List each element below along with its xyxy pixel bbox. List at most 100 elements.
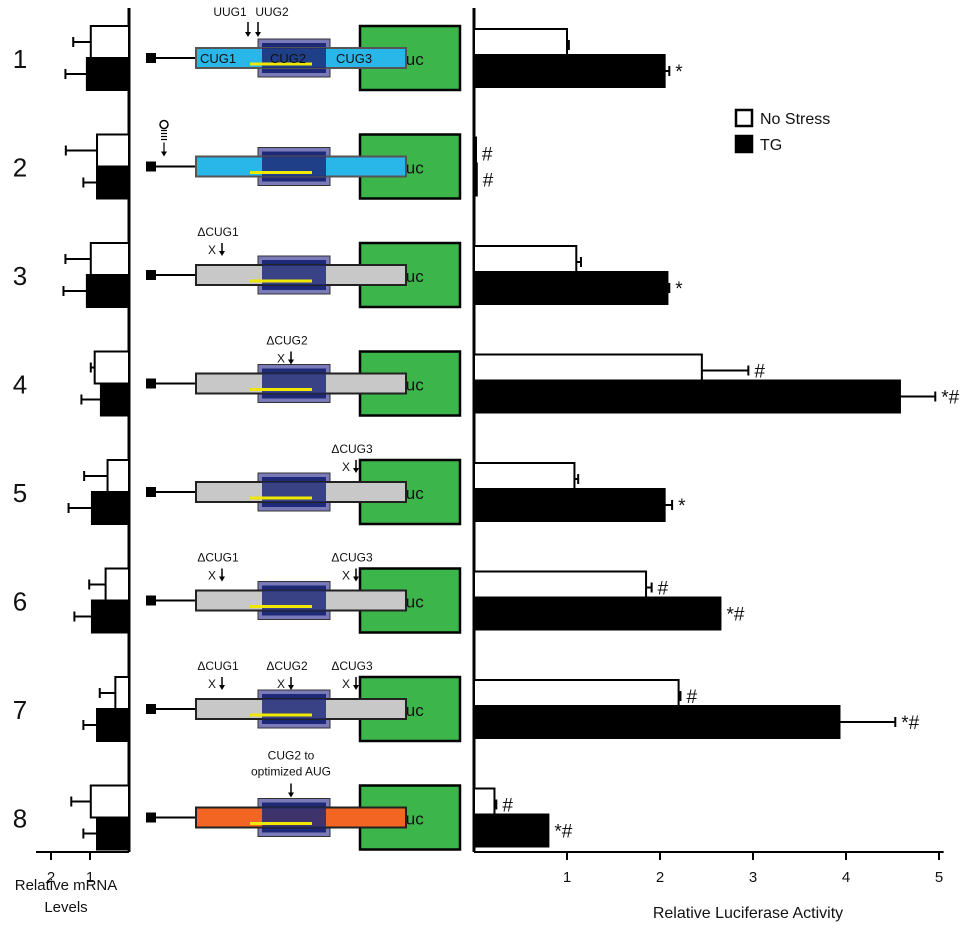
deletion-label: ΔCUG1 (197, 659, 239, 673)
significance-mark: *# (901, 713, 919, 734)
cug-site-label: CUG2 (270, 51, 306, 66)
deletion-x-marker: X (342, 677, 350, 691)
hairpin-icon (159, 119, 169, 130)
legend-label: TG (760, 137, 782, 154)
construct-cap (146, 378, 156, 389)
deletion-arrow-head (219, 251, 225, 256)
significance-mark: # (483, 171, 494, 192)
mrna-x-axis-title: Levels (44, 899, 87, 916)
deletion-arrow-head (353, 576, 359, 582)
mrna-bar-nostress (89, 784, 130, 819)
uug-arrow-head (255, 32, 261, 37)
deletion-arrow-head (353, 685, 359, 690)
significance-mark: *# (941, 388, 959, 409)
deletion-label: ΔCUG1 (197, 225, 239, 239)
luc-x-tick-label: 2 (656, 869, 664, 886)
luc-bar-tg (473, 488, 666, 522)
deletion-arrow-head (219, 576, 225, 582)
mrna-bar-nostress (89, 25, 130, 59)
legend-swatch (734, 108, 754, 128)
deletion-x-marker: X (208, 243, 216, 257)
cug-site-label: CUG1 (200, 51, 236, 66)
luc-bar-tg (473, 271, 669, 305)
luc-x-axis-title: Relative Luciferase Activity (653, 905, 843, 922)
deletion-x-marker: X (208, 677, 216, 691)
row-number-label: 3 (13, 261, 27, 291)
mrna-bar-tg (99, 382, 130, 417)
uug-arrow-head (245, 32, 251, 37)
construct-row-2: Luc (146, 119, 462, 200)
row-number-label: 2 (13, 153, 27, 183)
significance-mark: # (754, 362, 765, 383)
deletion-arrow-head (353, 468, 359, 473)
luc-bar-tg (473, 162, 478, 197)
legend-label: No Stress (760, 111, 830, 128)
significance-mark: *# (726, 605, 744, 626)
significance-mark: * (675, 62, 683, 83)
construct-cap (146, 53, 156, 63)
mrna-bar-nostress (114, 676, 130, 710)
mrna-bar-tg (96, 165, 130, 200)
mrna-x-tick-label: 2 (47, 869, 55, 886)
mutation-note: optimized AUG (251, 765, 331, 779)
deletion-label: ΔCUG3 (331, 659, 373, 673)
deletion-x-marker: X (342, 569, 350, 583)
deletion-arrow-head (219, 685, 225, 690)
deletion-label: ΔCUG1 (197, 551, 239, 565)
mrna-bar-tg (90, 599, 130, 634)
luc-x-tick-label: 3 (749, 869, 757, 886)
construct-cap (146, 704, 156, 714)
significance-mark: * (678, 496, 686, 517)
construct-cap (146, 812, 156, 823)
mrna-bar-nostress (104, 567, 130, 602)
significance-mark: # (482, 145, 493, 166)
luc-bar-tg (473, 596, 722, 631)
luc-bar-tg (473, 813, 550, 848)
luc-x-tick-label: 5 (935, 869, 943, 886)
mutation-note: CUG2 to (268, 749, 315, 763)
deletion-x-marker: X (208, 569, 216, 583)
mrna-x-tick-label: 1 (86, 869, 94, 886)
luc-x-tick-label: 1 (563, 869, 571, 886)
row-number-label: 1 (13, 44, 27, 74)
row-number-label: 7 (13, 695, 27, 725)
hairpin-arrow-head (161, 151, 167, 157)
deletion-label: ΔCUG3 (331, 442, 373, 456)
row-number-label: 8 (13, 804, 27, 834)
construct-cap (146, 487, 156, 497)
legend-swatch (734, 134, 754, 154)
row-number-label: 5 (13, 478, 27, 508)
mrna-bar-nostress (89, 242, 130, 276)
mrna-bar-tg (90, 491, 130, 525)
luc-bar-tg (473, 379, 901, 414)
mrna-bar-nostress (93, 350, 130, 385)
luc-bar-tg (473, 705, 841, 739)
row-number-label: 4 (13, 370, 27, 400)
uug-site-label: UUG1 (213, 5, 247, 19)
deletion-x-marker: X (277, 352, 285, 366)
deletion-label: ΔCUG2 (266, 659, 308, 673)
mrna-bar-tg (85, 274, 130, 308)
luc-bar-tg (473, 54, 666, 88)
construct-cap (146, 161, 156, 172)
luc-x-tick-label: 4 (842, 869, 850, 886)
significance-mark: * (675, 279, 683, 300)
row-number-label: 6 (13, 587, 27, 617)
deletion-label: ΔCUG3 (331, 551, 373, 565)
mrna-bar-nostress (106, 459, 131, 493)
cug-site-label: CUG3 (336, 51, 372, 66)
mrna-bar-tg (96, 816, 130, 851)
note-arrow-head (288, 792, 294, 798)
deletion-label: ΔCUG2 (266, 334, 308, 348)
deletion-x-marker: X (277, 677, 285, 691)
significance-mark: # (686, 687, 697, 708)
significance-mark: *# (554, 822, 572, 843)
uug-site-label: UUG2 (255, 5, 289, 19)
